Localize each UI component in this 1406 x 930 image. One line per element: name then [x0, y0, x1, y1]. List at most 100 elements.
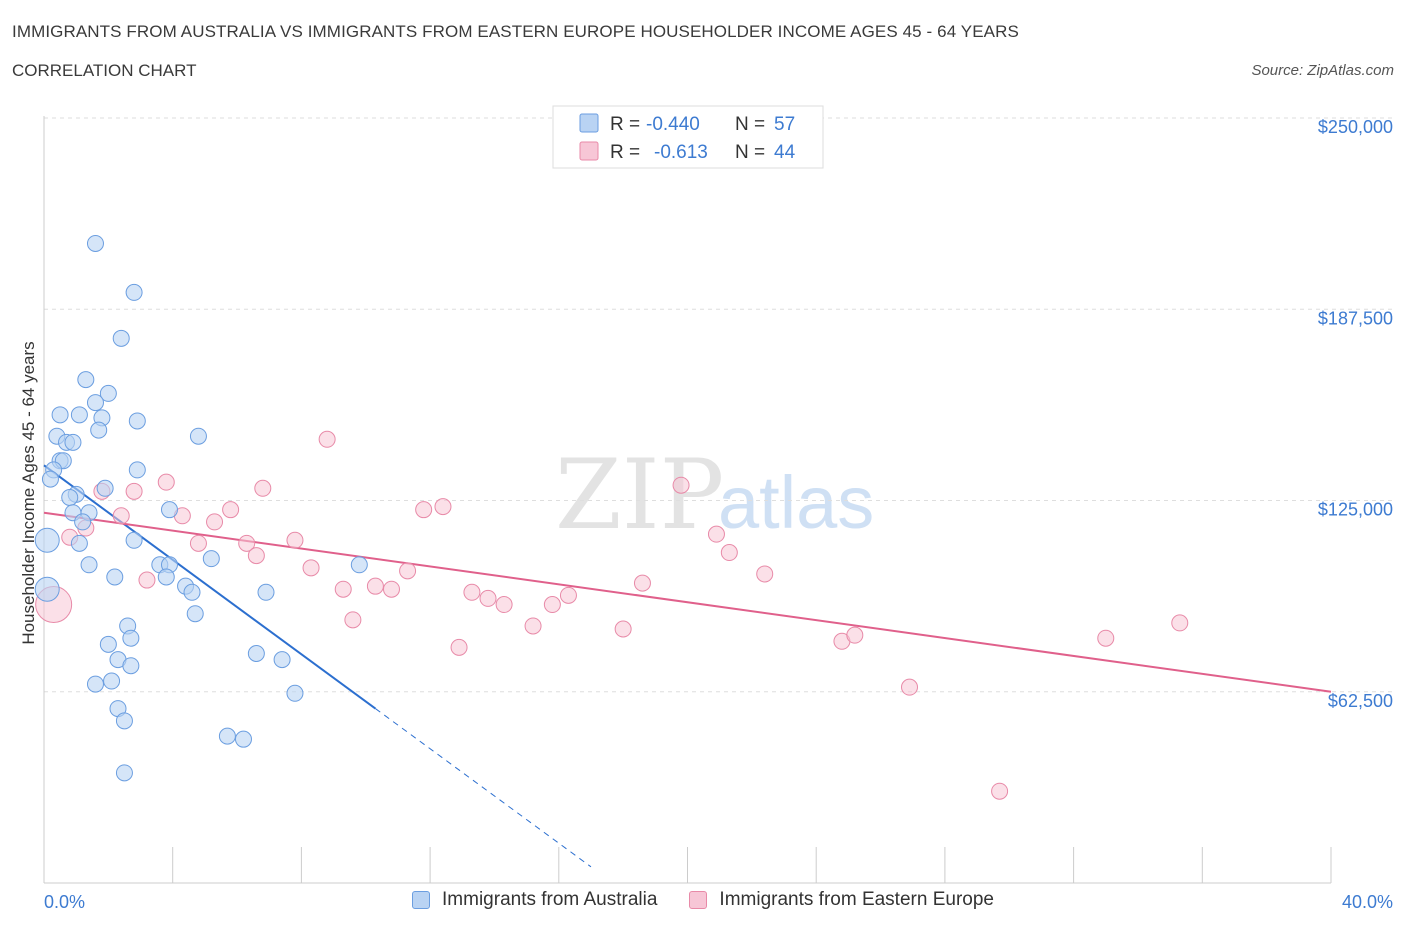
australia-point [247, 645, 265, 662]
y-axis-label: Householder Income Ages 45 - 64 years [19, 341, 38, 644]
australia-point [157, 568, 175, 586]
eeurope-point [901, 678, 919, 696]
australia-point [286, 684, 304, 702]
australia-point [106, 568, 124, 586]
axes [43, 116, 1332, 884]
australia-point [350, 556, 368, 574]
eeurope-point [415, 501, 433, 519]
y-tick-label: $125,000 [1318, 500, 1393, 520]
australia-point [273, 651, 291, 669]
eeurope-point [238, 534, 256, 552]
legend-n-value-australia: 57 [774, 114, 795, 135]
australia-point [51, 406, 69, 424]
australia-point [70, 534, 88, 552]
australia-point [74, 513, 92, 531]
australia-point [61, 488, 79, 506]
australia-point [77, 371, 95, 389]
australia-point [96, 479, 114, 497]
eeurope-point [302, 559, 320, 577]
legend-swatch-bottom-eeurope [689, 891, 708, 909]
watermark-atlas: atlas [718, 461, 874, 544]
legend-n-label-australia: N = [735, 114, 765, 135]
legend-n-label-eeurope: N = [735, 142, 765, 163]
australia-point [183, 583, 201, 601]
legend-r-value-australia: -0.440 [646, 114, 700, 135]
eeurope-point [450, 638, 468, 656]
series-legend: Immigrants from Australia Immigrants fro… [0, 889, 1406, 911]
y-tick-label: $187,500 [1318, 308, 1393, 328]
australia-point [86, 234, 104, 252]
eeurope-point [614, 620, 632, 638]
eeurope-point [189, 534, 207, 552]
eeurope-point [495, 596, 513, 614]
eeurope-point [222, 501, 240, 519]
australia-point [125, 283, 143, 301]
australia-point [189, 427, 207, 445]
australia-point [186, 605, 204, 623]
eeurope-point [399, 562, 417, 580]
eeurope-point [366, 577, 384, 595]
australia-trend-extension [375, 708, 592, 868]
trend-lines [43, 464, 1332, 868]
eeurope-point [138, 571, 156, 589]
eeurope-point [720, 544, 738, 562]
legend-r-label-australia: R = [610, 114, 640, 135]
legend-n-value-eeurope: 44 [774, 142, 796, 163]
legend-item-eeurope: Immigrants from Eastern Europe [689, 889, 994, 911]
correlation-legend: R = -0.440 N = 57 R = -0.613 N = 44 [552, 105, 824, 169]
eeurope-point [1097, 629, 1115, 647]
legend-label-australia: Immigrants from Australia [442, 889, 658, 910]
data-points [34, 234, 1189, 800]
australia-point [70, 406, 88, 424]
australia-point [112, 329, 130, 347]
watermark-zip: ZIP [555, 439, 724, 551]
eeurope-point [463, 583, 481, 601]
eeurope-point [846, 626, 864, 644]
australia-point [128, 412, 146, 430]
eeurope-point [479, 589, 497, 607]
legend-swatch-eeurope [579, 141, 599, 161]
eeurope-point [991, 782, 1009, 800]
chart-title: IMMIGRANTS FROM AUSTRALIA VS IMMIGRANTS … [12, 22, 1019, 41]
zipatlas-watermark: ZIP atlas [555, 439, 874, 551]
legend-swatch-australia [579, 113, 599, 133]
legend-r-value-eeurope: -0.613 [654, 142, 708, 163]
eeurope-point [1171, 614, 1189, 632]
australia-point [234, 730, 252, 748]
eeurope-point [318, 430, 336, 448]
australia-point [86, 394, 104, 412]
australia-point [41, 470, 59, 488]
eeurope-point [206, 513, 224, 531]
eeurope-point [672, 476, 690, 494]
eeurope-point [434, 498, 452, 516]
eeurope-trend-line [43, 511, 1332, 693]
australia-point [99, 635, 117, 653]
australia-point [90, 421, 108, 439]
eeurope-point [112, 507, 130, 525]
legend-item-australia: Immigrants from Australia [412, 889, 657, 911]
eeurope-point [543, 596, 561, 614]
eeurope-point [254, 479, 272, 497]
australia-point [103, 672, 121, 690]
eeurope-point [247, 547, 265, 565]
legend-r-label-eeurope: R = [610, 142, 640, 163]
eeurope-point [344, 611, 362, 629]
australia-trend-line [43, 464, 376, 710]
australia-point [80, 556, 98, 574]
y-tick-label: $62,500 [1328, 691, 1393, 711]
australia-point [34, 527, 60, 553]
x-tick-label: 0.0% [44, 892, 85, 912]
australia-point [202, 550, 220, 568]
eeurope-point [286, 531, 304, 549]
australia-point [64, 433, 82, 451]
source-label: Source: ZipAtlas.com [1251, 62, 1394, 79]
australia-point [34, 576, 60, 602]
australia-point [125, 531, 143, 549]
australia-point [122, 629, 140, 647]
australia-point [160, 501, 178, 519]
legend-label-eeurope: Immigrants from Eastern Europe [719, 889, 994, 910]
eeurope-point [559, 586, 577, 604]
eeurope-point [756, 565, 774, 583]
legend-swatch-bottom-australia [412, 891, 431, 909]
